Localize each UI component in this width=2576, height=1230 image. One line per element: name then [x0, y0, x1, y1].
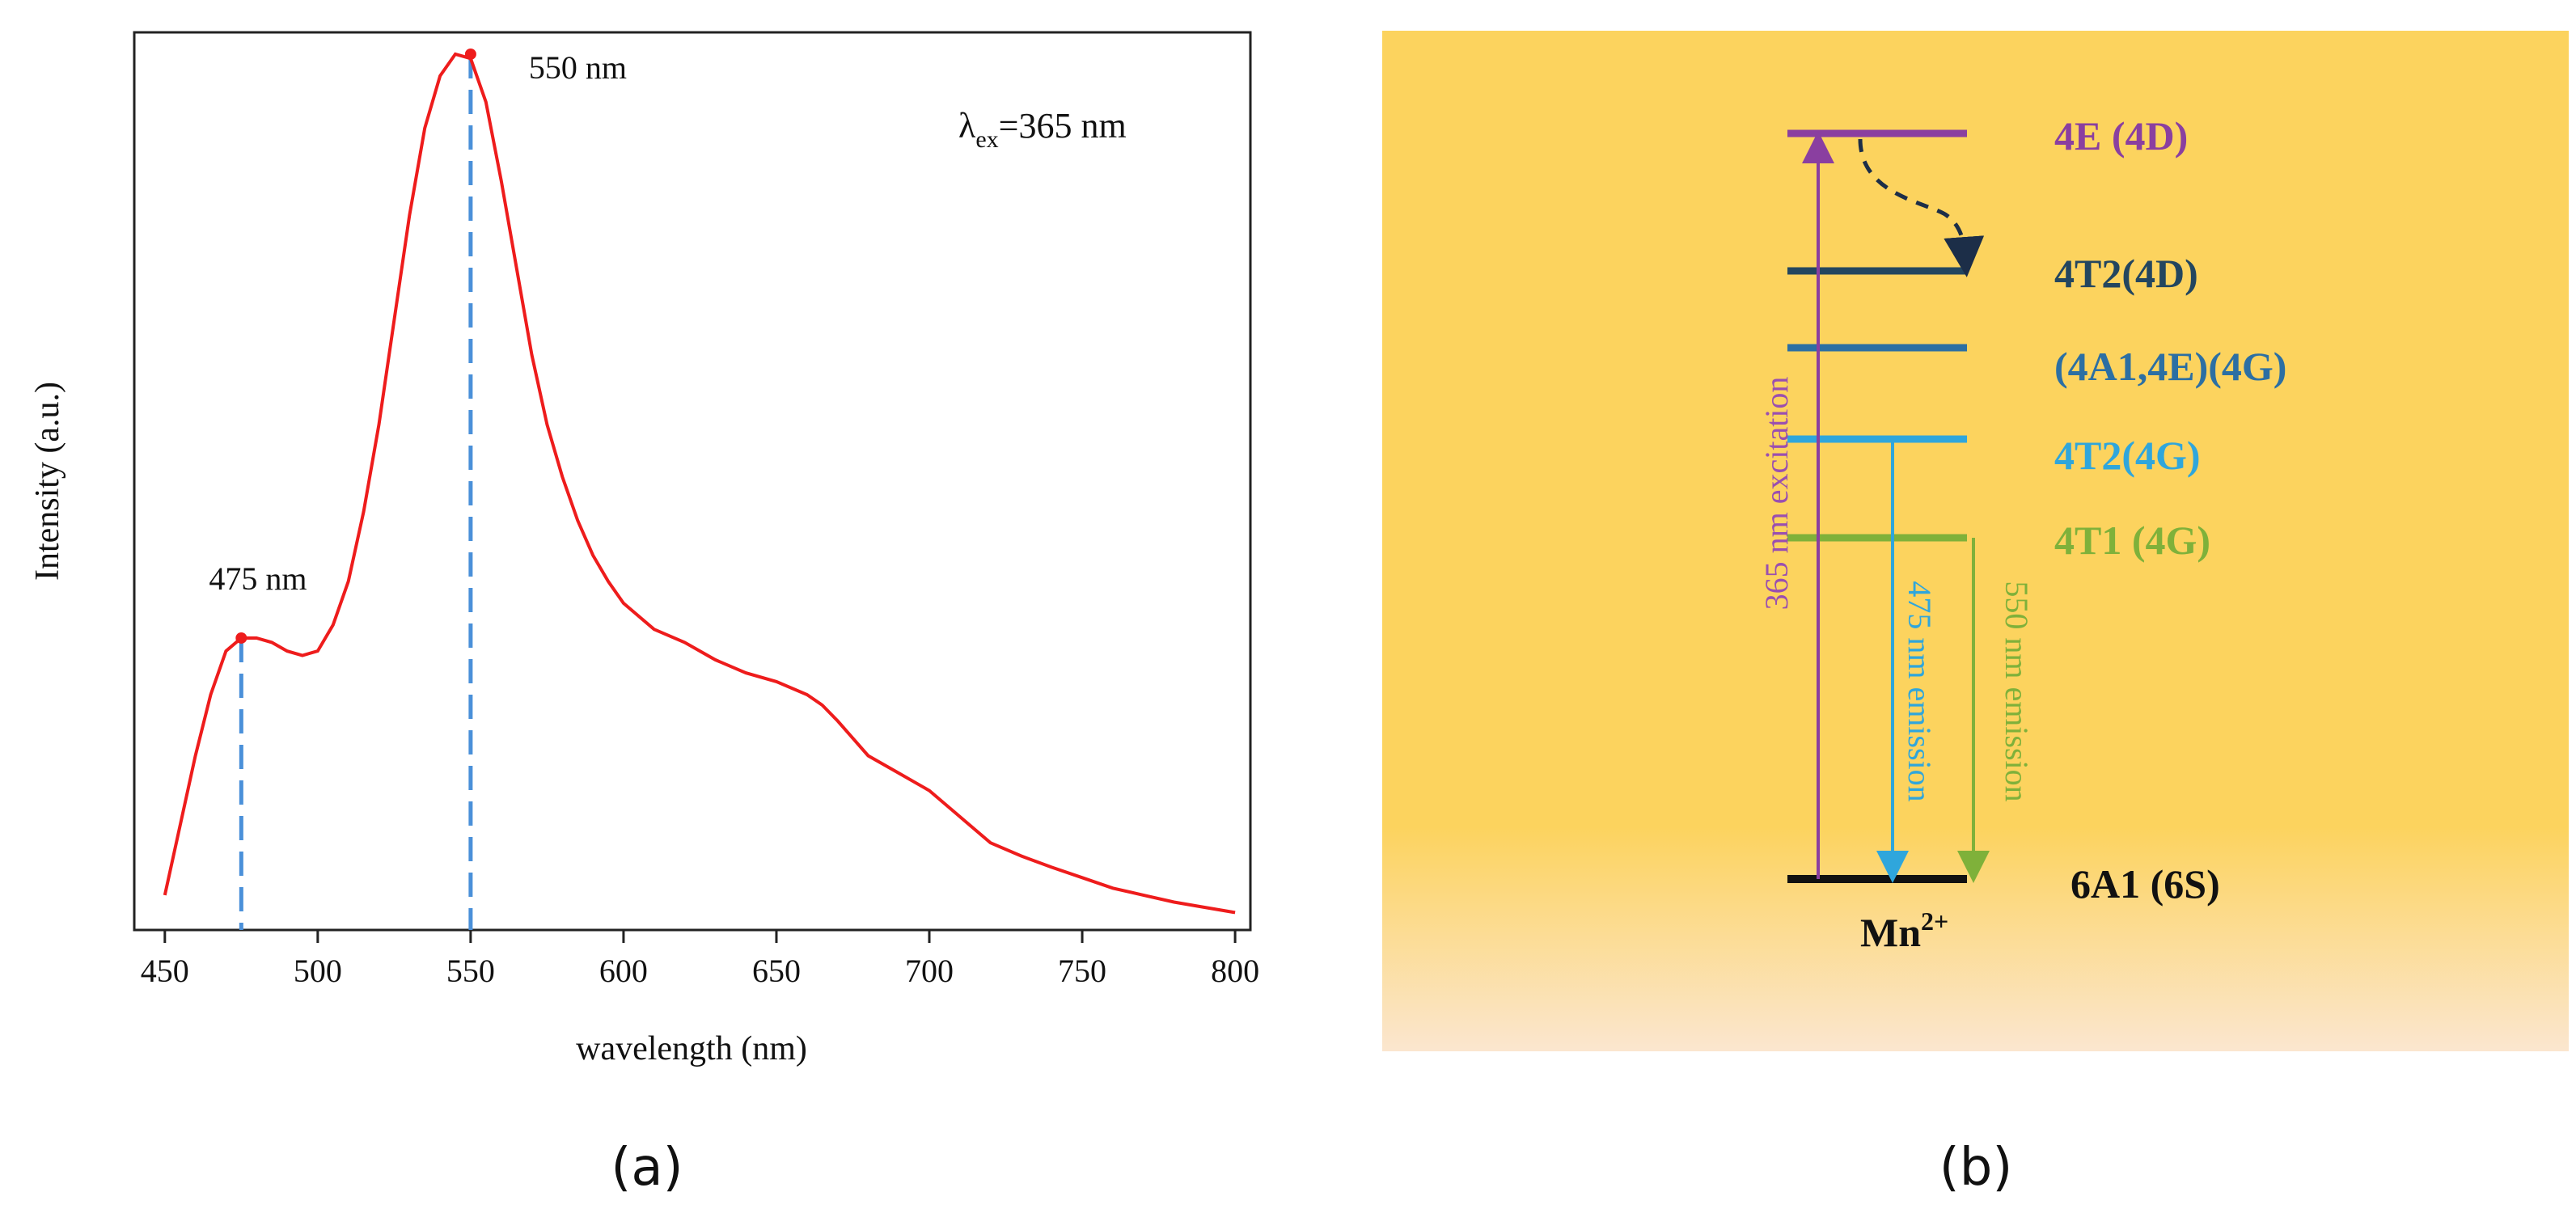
label-4A1-4E-4G: (4A1,4E)(4G): [2054, 344, 2286, 389]
peak-label-550: 550 nm: [529, 49, 627, 86]
panel-b: 365 nm excitation 475 nm emission 550 nm…: [1382, 31, 2569, 1198]
excitation-annotation: λex=365 nm: [958, 106, 1127, 153]
x-tick-label: 700: [905, 953, 954, 989]
emission-550-label: 550 nm emission: [1999, 581, 2035, 801]
marker-drop-lines: [239, 53, 473, 930]
x-tick-label: 550: [446, 953, 495, 989]
peak-dot-475: [235, 632, 247, 644]
label-4T2-4D: 4T2(4D): [2054, 251, 2198, 296]
label-4T2-4G: 4T2(4G): [2054, 433, 2201, 478]
x-tick-label: 500: [294, 953, 342, 989]
caption-a: (a): [611, 1138, 683, 1198]
peak-labels: 475 nm 550 nm: [209, 49, 627, 597]
ion-label: Mn2+: [1860, 907, 1948, 955]
x-axis-ticks: 450 500 550 600 650 700 750 800: [141, 930, 1259, 989]
label-6A1-6S: 6A1 (6S): [2071, 861, 2220, 907]
peak-dot-550: [464, 48, 476, 60]
plot-frame: [133, 31, 1252, 932]
y-axis-label: Intensity (a.u.): [29, 382, 66, 581]
x-tick-label: 450: [141, 953, 189, 989]
diagram-background: [1382, 31, 2569, 1051]
x-tick-label: 650: [752, 953, 801, 989]
panel-a: 450 500 550 600 650 700 750 800 wavelength (nm)…: [29, 31, 1259, 1198]
x-tick-label: 600: [599, 953, 648, 989]
emission-475-label: 475 nm emission: [1901, 581, 1938, 801]
peak-label-475: 475 nm: [209, 560, 307, 597]
label-4T1-4G: 4T1 (4G): [2054, 518, 2210, 563]
x-axis-label: wavelength (nm): [576, 1030, 807, 1067]
nonradiative-relaxation-arrow: [1858, 138, 1985, 277]
spectrum-line: [163, 52, 1236, 915]
x-tick-label: 800: [1211, 953, 1259, 989]
excitation-label: 365 nm excitation: [1758, 377, 1795, 611]
peak-markers: [235, 48, 476, 644]
label-4E-4D: 4E (4D): [2054, 113, 2188, 159]
caption-b: (b): [1939, 1138, 2013, 1198]
x-tick-label: 750: [1058, 953, 1106, 989]
